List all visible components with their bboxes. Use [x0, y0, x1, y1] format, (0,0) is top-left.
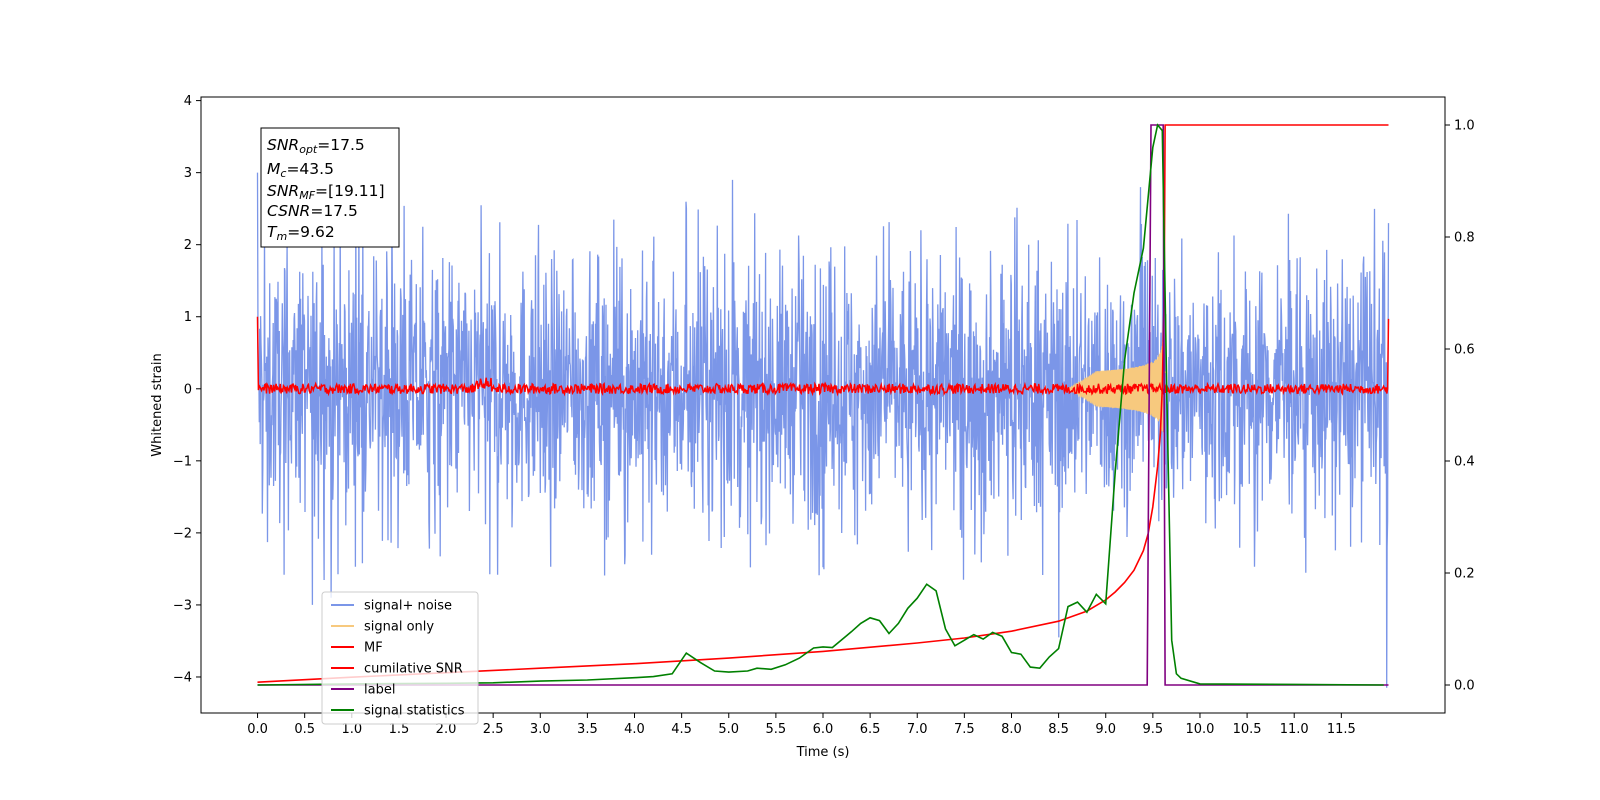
plot-area [256, 123, 1390, 688]
x-tick-label: 10.5 [1233, 722, 1262, 737]
x-tick-label: 3.5 [577, 722, 598, 737]
legend-label: label [364, 683, 395, 698]
y-tick-label-left: −4 [173, 670, 192, 685]
series-signal-statistics [257, 123, 1384, 686]
legend-label: signal only [364, 620, 434, 635]
x-tick-label: 6.0 [813, 722, 834, 737]
x-tick-label: 8.0 [1001, 722, 1022, 737]
x-tick-label: 5.0 [718, 722, 739, 737]
annotation-line-tm: Tm=9.62 [267, 223, 335, 243]
x-tick-label: 0.5 [294, 722, 315, 737]
legend-label: signal statistics [364, 704, 465, 719]
y-tick-label-left: −2 [173, 526, 192, 541]
stats-annotation: SNRopt=17.5 Mc=43.5 SNRMF=[19.11] CSNR=1… [260, 127, 400, 248]
x-tick-label: 6.5 [860, 722, 881, 737]
x-tick-label: 0.0 [247, 722, 268, 737]
y-tick-label-left: 0 [184, 382, 192, 397]
x-tick-label: 4.0 [624, 722, 645, 737]
annotation-line-snr-opt: SNRopt=17.5 [267, 136, 365, 156]
annotation-line-snr-mf: SNRMF=[19.11] [267, 182, 385, 202]
x-tick-label: 4.5 [671, 722, 692, 737]
y-tick-label-left: 1 [184, 310, 192, 325]
x-tick-label: 2.0 [436, 722, 457, 737]
x-tick-label: 1.0 [341, 722, 362, 737]
signal-statistics-line [257, 123, 1384, 686]
y-tick-label-right: 0.4 [1454, 455, 1475, 470]
y-tick-label-right: 0.0 [1454, 679, 1475, 694]
x-tick-label: 1.5 [389, 722, 410, 737]
x-tick-label: 10.0 [1185, 722, 1214, 737]
mf-line [256, 316, 1390, 397]
x-tick-label: 5.5 [766, 722, 787, 737]
x-tick-label: 11.5 [1327, 722, 1356, 737]
y-tick-label-left: −3 [173, 598, 192, 613]
x-tick-label: 8.5 [1048, 722, 1069, 737]
annotation-line-csnr: CSNR=17.5 [267, 202, 358, 220]
x-tick-label: 9.5 [1143, 722, 1164, 737]
y-tick-label-left: −1 [173, 454, 192, 469]
y-tick-label-left: 2 [184, 238, 192, 253]
x-tick-label: 7.5 [954, 722, 975, 737]
y-tick-label-left: 3 [184, 166, 192, 181]
x-tick-label: 2.5 [483, 722, 504, 737]
x-tick-label: 9.0 [1095, 722, 1116, 737]
legend-label: cumilative SNR [364, 662, 463, 677]
legend-box [321, 591, 479, 725]
y-axis-label: Whitened strain [150, 353, 165, 456]
series-mf [256, 316, 1390, 397]
x-tick-label: 7.0 [907, 722, 928, 737]
y-tick-label-right: 1.0 [1454, 119, 1475, 134]
annotation-line-mc: Mc=43.5 [267, 160, 334, 180]
x-axis: 0.0 0.5 1.0 1.5 2.0 2.5 3.0 3.5 4.0 4.5 5.0 5.5 6.0 6… [247, 713, 1356, 737]
legend-label: MF [364, 641, 383, 656]
legend-label: signal+ noise [364, 599, 452, 614]
x-tick-label: 11.0 [1280, 722, 1309, 737]
legend: signal+ noise signal only MF cumilative SNR… [321, 591, 479, 725]
y-axis-left: 4 3 2 1 0 −1 −2 −3 −4 [173, 94, 201, 685]
y-axis-right: 1.0 0.8 0.6 0.4 0.2 0.0 [1445, 119, 1475, 694]
y-tick-label-right: 0.2 [1454, 567, 1475, 582]
y-tick-label-left: 4 [184, 94, 192, 109]
x-tick-label: 3.0 [530, 722, 551, 737]
y-tick-label-right: 0.6 [1454, 343, 1475, 358]
x-axis-label: Time (s) [796, 745, 850, 760]
annotation-box [260, 127, 400, 248]
y-tick-label-right: 0.8 [1454, 231, 1475, 246]
